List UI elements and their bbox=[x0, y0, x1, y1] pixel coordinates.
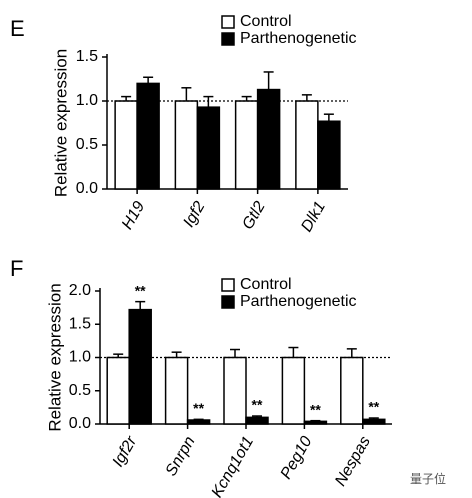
x-tick-label: Nespas bbox=[332, 434, 374, 489]
legend-label: Control bbox=[240, 13, 292, 30]
legend-swatch bbox=[221, 32, 235, 46]
y-tick-label: 0.0 bbox=[69, 415, 91, 432]
bar bbox=[234, 100, 259, 190]
y-tick-label: 2.0 bbox=[69, 282, 91, 299]
bar bbox=[196, 106, 221, 190]
y-tick-label: 1.0 bbox=[76, 92, 98, 109]
significance: ** bbox=[252, 397, 263, 413]
legend-swatch bbox=[221, 278, 235, 292]
x-tick-label: Dlk1 bbox=[298, 199, 329, 235]
x-tick-label: Igf2r bbox=[110, 433, 141, 470]
x-tick-label: Kcnq1ot1 bbox=[209, 434, 258, 498]
bar bbox=[317, 120, 341, 190]
x-tick-label: H19 bbox=[119, 199, 148, 233]
bar bbox=[136, 82, 160, 190]
y-tick-label: 0.5 bbox=[69, 382, 91, 399]
bar bbox=[106, 356, 130, 425]
x-tick-label: Snrpn bbox=[163, 434, 199, 480]
bar bbox=[340, 356, 364, 425]
y-axis-label: Relative expression bbox=[45, 283, 64, 431]
panel-label: F bbox=[10, 256, 23, 281]
bar bbox=[281, 356, 306, 425]
bar bbox=[174, 100, 199, 190]
watermark: 量子位 bbox=[410, 471, 446, 486]
bar bbox=[362, 418, 386, 425]
panel-label: E bbox=[10, 16, 25, 41]
significance: ** bbox=[368, 399, 379, 415]
x-tick-label: Igf2 bbox=[180, 199, 208, 231]
significance: ** bbox=[310, 401, 321, 417]
legend-label: Parthenogenetic bbox=[240, 293, 357, 310]
legend-swatch bbox=[221, 295, 235, 309]
bar bbox=[245, 416, 269, 425]
bar bbox=[295, 100, 319, 190]
bar bbox=[164, 356, 189, 425]
legend-label: Parthenogenetic bbox=[240, 30, 357, 47]
significance: ** bbox=[193, 400, 204, 416]
bar bbox=[114, 100, 138, 190]
legend-label: Control bbox=[240, 276, 292, 293]
y-tick-label: 1.0 bbox=[69, 349, 91, 366]
bar bbox=[256, 88, 281, 190]
bar bbox=[303, 420, 328, 425]
bar bbox=[223, 356, 247, 425]
y-tick-label: 1.5 bbox=[76, 48, 98, 65]
legend-swatch bbox=[221, 15, 235, 29]
bar bbox=[186, 419, 211, 425]
bar bbox=[128, 308, 152, 425]
y-tick-label: 1.5 bbox=[69, 315, 91, 332]
x-tick-label: Gtl2 bbox=[239, 199, 268, 233]
y-tick-label: 0.5 bbox=[76, 136, 98, 153]
significance: ** bbox=[135, 282, 146, 298]
y-tick-label: 0.0 bbox=[76, 180, 98, 197]
x-tick-label: Peg10 bbox=[278, 434, 316, 483]
y-axis-label: Relative expression bbox=[51, 49, 70, 197]
